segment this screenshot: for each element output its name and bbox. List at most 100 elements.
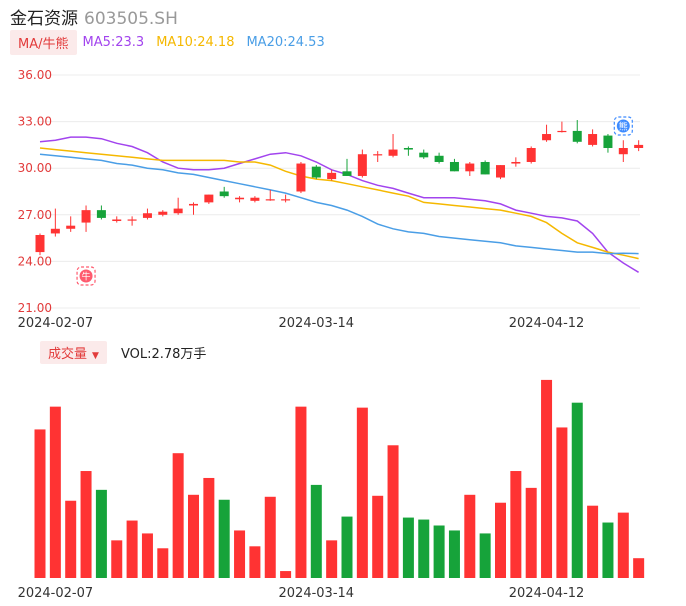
candlestick <box>603 134 613 153</box>
ma5-label: MA5:23.3 <box>82 34 145 50</box>
volume-x-tick-label: 2024-04-12 <box>509 586 585 601</box>
volume-bar <box>126 520 138 578</box>
candle-body <box>542 134 552 141</box>
candle-body <box>127 219 137 221</box>
candle-body <box>112 219 122 222</box>
volume-bar <box>479 533 491 578</box>
candle-body <box>281 199 291 201</box>
candlestick <box>465 161 475 176</box>
volume-bar <box>525 487 537 578</box>
stock-name: 金石资源 <box>10 9 78 29</box>
candle-body <box>158 211 168 215</box>
bear-marker-glyph: 熊 <box>619 121 628 133</box>
candlestick <box>296 161 306 194</box>
candle-body <box>265 199 275 201</box>
volume-bar <box>402 517 414 578</box>
candle-body <box>557 130 567 133</box>
header: 金石资源 603505.SH <box>10 4 178 29</box>
volume-bar <box>80 471 92 578</box>
volume-bar <box>510 471 522 578</box>
candlestick <box>158 210 168 217</box>
candlestick <box>235 196 245 203</box>
candlestick <box>127 216 137 226</box>
candle-body <box>496 165 505 178</box>
volume-bar <box>541 379 553 578</box>
candle-body <box>173 208 183 214</box>
volume-bar <box>172 453 184 578</box>
y-tick-label: 27.00 <box>18 208 52 222</box>
ma10-line <box>39 147 639 260</box>
candle-body <box>618 148 628 155</box>
candle-body <box>35 234 45 253</box>
volume-bar <box>448 530 460 578</box>
candlestick <box>189 202 198 215</box>
moving-average-lines <box>39 136 639 273</box>
candlestick <box>388 134 398 158</box>
volume-bar <box>341 516 353 578</box>
volume-bar <box>111 540 123 578</box>
candle-body <box>465 163 475 172</box>
candle-body <box>66 225 76 229</box>
candle-body <box>219 191 229 197</box>
volume-bar <box>65 500 77 578</box>
candle-body <box>449 161 459 172</box>
volume-indicator-dropdown[interactable]: 成交量 ▼ <box>40 341 107 364</box>
volume-bar <box>326 540 338 578</box>
candlestick <box>96 205 106 220</box>
candlestick <box>511 157 521 167</box>
volume-bar <box>587 505 599 578</box>
volume-bar <box>34 429 46 578</box>
candle-body <box>357 154 367 176</box>
y-tick-label: 24.00 <box>18 254 52 268</box>
candle-body <box>327 172 337 180</box>
x-tick-label: 2024-03-14 <box>279 316 355 331</box>
candle-body <box>81 210 91 223</box>
volume-bar <box>387 445 399 578</box>
candlestick <box>250 196 260 203</box>
candlestick <box>434 152 444 164</box>
ma-legend: MA/牛熊 MA5:23.3 MA10:24.18 MA20:24.53 <box>10 29 337 55</box>
volume-bar <box>571 402 583 578</box>
candlestick <box>357 149 367 178</box>
volume-bar <box>295 406 307 578</box>
candlestick <box>50 208 60 237</box>
volume-bars: 2024-02-07 2024-03-14 2024-04-12 <box>18 379 645 601</box>
candle-body <box>526 148 536 162</box>
candle-body <box>142 213 152 218</box>
candle-body <box>480 161 490 175</box>
candlestick <box>496 165 505 180</box>
candlestick <box>419 149 429 159</box>
candlestick <box>588 129 598 147</box>
volume-bar <box>617 512 629 578</box>
candlestick <box>526 146 536 164</box>
volume-bar <box>310 484 322 578</box>
volume-legend: 成交量 ▼ VOL:2.78万手 <box>40 341 206 364</box>
candle-body <box>250 197 260 201</box>
candle-body <box>296 163 306 192</box>
volume-x-tick-label: 2024-02-07 <box>18 586 94 601</box>
candle-body <box>96 210 106 218</box>
candlestick <box>281 194 291 203</box>
candle-body <box>634 144 644 149</box>
candle-body <box>204 194 214 203</box>
volume-bar <box>188 494 199 578</box>
candlestick <box>311 165 321 180</box>
candle-body <box>235 197 245 200</box>
volume-bar <box>49 406 61 578</box>
volume-bar <box>280 571 292 578</box>
candlestick <box>35 233 45 256</box>
bull-marker-icon: 牛 <box>76 266 96 286</box>
date-axis: 2024-02-07 2024-03-14 2024-04-12 <box>18 316 585 331</box>
candle-body <box>50 228 60 234</box>
volume-bar <box>602 522 614 578</box>
candlestick <box>342 158 352 176</box>
ma-indicator-tab[interactable]: MA/牛熊 <box>10 29 77 55</box>
candle-body <box>342 171 352 176</box>
ma20-label: MA20:24.53 <box>246 34 325 50</box>
volume-bar <box>234 530 246 578</box>
candlestick <box>265 189 275 201</box>
bull-marker-glyph: 牛 <box>82 271 91 283</box>
candlestick <box>542 124 552 142</box>
candlestick <box>634 140 644 152</box>
